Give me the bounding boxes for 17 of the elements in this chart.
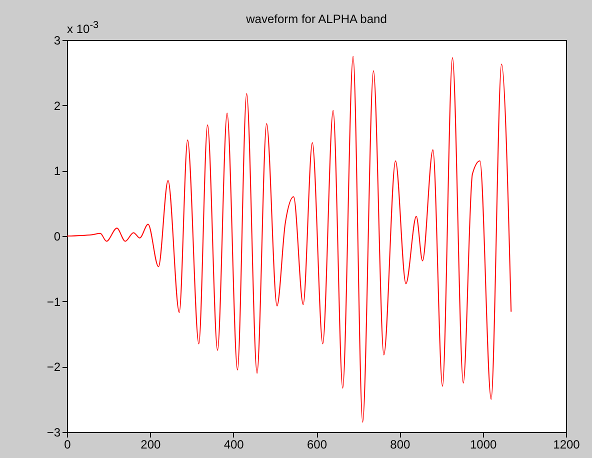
y-tick-label: −3 bbox=[46, 426, 61, 440]
x-tick-label: 400 bbox=[224, 438, 244, 452]
x-tick-label: 1200 bbox=[553, 438, 580, 452]
x-tick-label: 800 bbox=[390, 438, 410, 452]
y-tick-label: −1 bbox=[46, 294, 61, 309]
x-tick-label: 1000 bbox=[470, 438, 498, 452]
y-tick-label: −2 bbox=[46, 360, 61, 374]
line-series bbox=[66, 56, 512, 423]
y-tick-label: 0 bbox=[54, 230, 61, 244]
x-tick-label: 0 bbox=[64, 438, 72, 452]
y-tick-label: 3 bbox=[54, 34, 61, 48]
y-tick-label: 2 bbox=[54, 98, 61, 113]
x-tick-label: 200 bbox=[140, 438, 161, 452]
x-tick-label: 600 bbox=[306, 438, 328, 452]
chart-title: waveform for ALPHA band bbox=[245, 12, 387, 26]
y-tick-label: 1 bbox=[54, 164, 61, 178]
axis-multiplier: x 10$^{-3}$ bbox=[67, 20, 99, 36]
